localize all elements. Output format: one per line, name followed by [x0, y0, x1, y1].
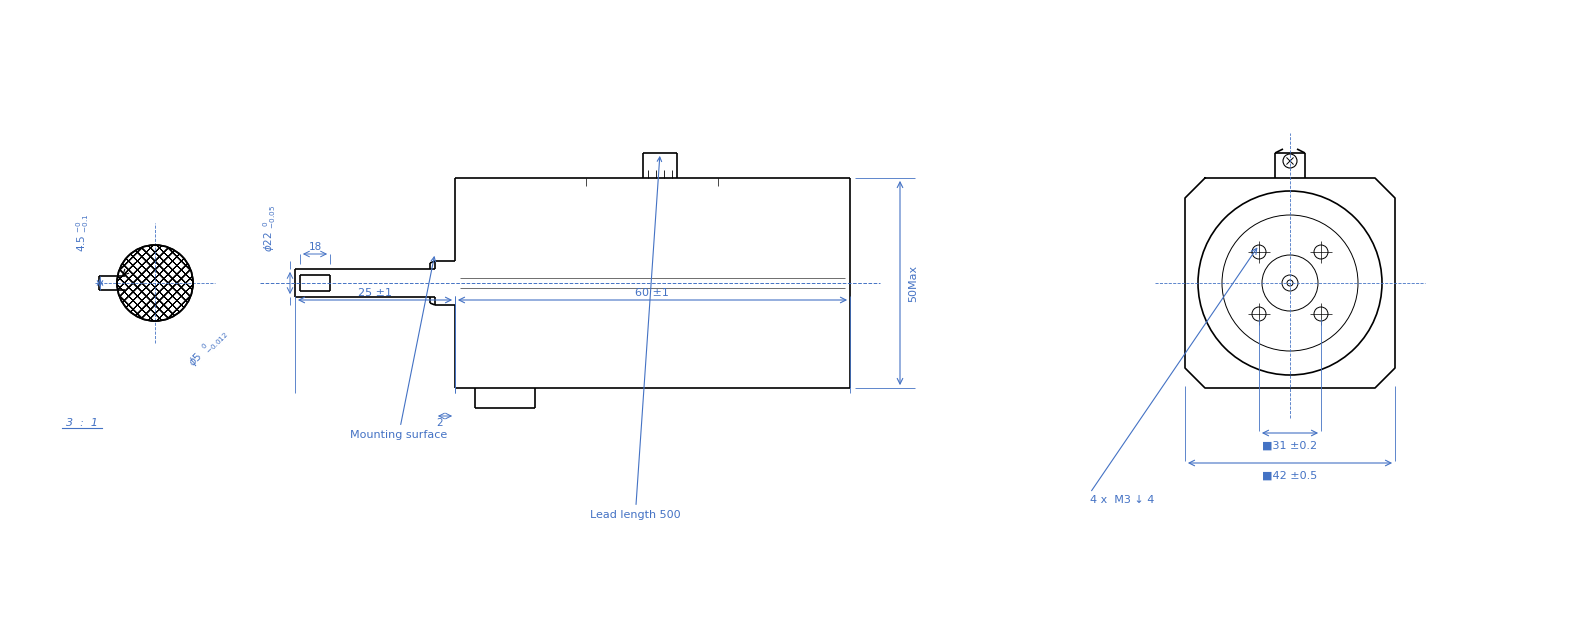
- Text: $\phi$5  $^{0}_{-0.012}$: $\phi$5 $^{0}_{-0.012}$: [185, 325, 231, 371]
- Text: 2: 2: [437, 418, 444, 428]
- Text: 4.5 $^{-0}_{-0.1}$: 4.5 $^{-0}_{-0.1}$: [75, 214, 91, 253]
- Text: Mounting surface: Mounting surface: [350, 257, 447, 440]
- Text: $\phi$22 $^{\ 0}_{-0.05}$: $\phi$22 $^{\ 0}_{-0.05}$: [262, 205, 278, 251]
- Text: 60 ±1: 60 ±1: [635, 288, 669, 298]
- Text: 18: 18: [308, 242, 322, 252]
- Text: Lead length 500: Lead length 500: [591, 157, 680, 520]
- Text: 4 x  M3 ↓ 4: 4 x M3 ↓ 4: [1090, 495, 1154, 505]
- Text: 50Max: 50Max: [908, 264, 918, 302]
- Text: ■42 ±0.5: ■42 ±0.5: [1262, 471, 1318, 481]
- Text: ■31 ±0.2: ■31 ±0.2: [1262, 441, 1318, 451]
- Text: 25 ±1: 25 ±1: [358, 288, 393, 298]
- Text: 3  :  1: 3 : 1: [65, 418, 97, 428]
